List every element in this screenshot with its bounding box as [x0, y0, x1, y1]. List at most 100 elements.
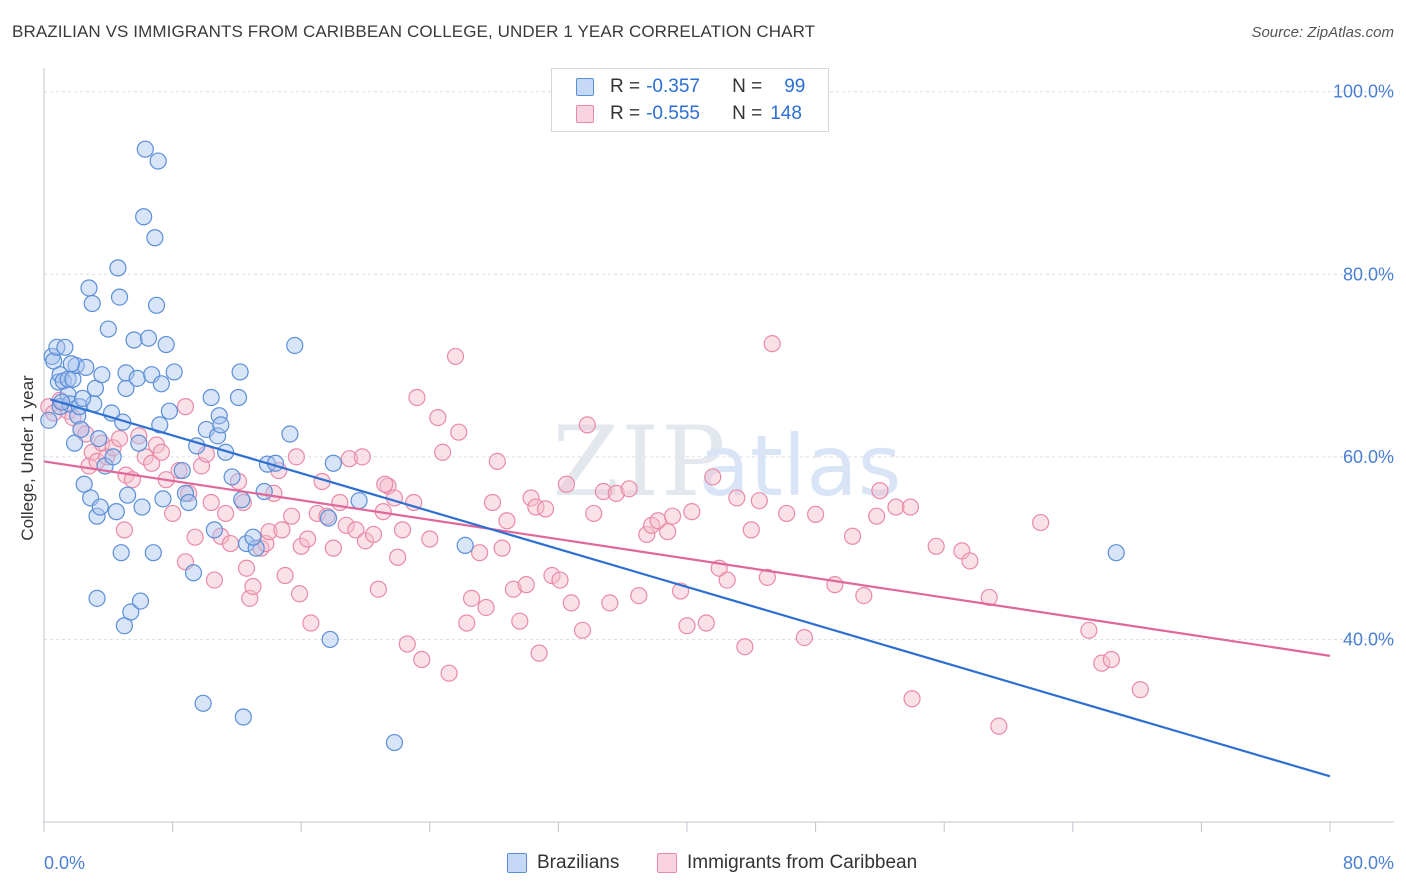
brazilian-point: [125, 331, 143, 349]
legend-n-value: 99: [784, 76, 806, 97]
x-tick-label-max: 80.0%: [1343, 853, 1394, 873]
brazilian-point: [223, 468, 241, 486]
brazilian-point: [88, 507, 106, 525]
caribbean-point: [143, 454, 161, 472]
brazilian-point: [136, 140, 154, 158]
caribbean-point: [364, 525, 383, 544]
caribbean-point: [104, 439, 122, 457]
caribbean-point: [234, 493, 252, 512]
caribbean-point: [324, 539, 342, 557]
caribbean-point: [758, 568, 776, 586]
brazilian-point: [286, 336, 304, 355]
brazilian-point: [135, 208, 153, 226]
caribbean-point: [164, 504, 182, 523]
legend-n-label: N =: [732, 76, 763, 97]
caribbean-point: [855, 587, 873, 605]
caribbean-point: [704, 468, 722, 486]
caribbean-point: [517, 576, 535, 594]
caribbean-point: [663, 507, 682, 525]
caribbean-point: [750, 492, 768, 510]
brazilian-point: [165, 363, 183, 381]
caribbean-point: [421, 530, 439, 548]
caribbean-point: [276, 566, 294, 585]
watermark: ZIP: [552, 406, 727, 518]
caribbean-point: [585, 504, 603, 523]
brazilian-point: [109, 259, 127, 277]
caribbean-point: [522, 489, 540, 507]
brazilian-point: [99, 320, 117, 338]
legend-r-label: R =: [610, 76, 641, 97]
brazilian-point: [93, 366, 111, 384]
brazilian-point: [83, 294, 101, 313]
y-tick-label: 80.0%: [1343, 264, 1394, 284]
legend-swatch-blue: [576, 78, 594, 96]
caribbean-point: [488, 452, 506, 471]
caribbean-point: [393, 521, 412, 539]
caribbean-point: [302, 614, 320, 632]
caribbean-point: [620, 480, 638, 498]
brazilian-point: [88, 589, 106, 607]
caribbean-point: [990, 717, 1008, 735]
brazilian-point: [176, 484, 195, 502]
legend-r-label: R =: [610, 103, 641, 124]
caribbean-point: [778, 504, 796, 523]
brazilian-point: [151, 416, 169, 434]
y-tick-label: 60.0%: [1343, 447, 1394, 467]
caribbean-point: [221, 534, 240, 553]
chart-title: BRAZILIAN VS IMMIGRANTS FROM CARIBBEAN C…: [12, 22, 816, 41]
brazilian-point: [231, 363, 249, 381]
caribbean-point: [638, 525, 656, 544]
caribbean-point: [458, 614, 476, 632]
legend-swatch-pink: [657, 853, 677, 873]
brazilian-point: [91, 498, 109, 516]
brazilian-point: [324, 454, 342, 472]
caribbean-point: [77, 425, 95, 443]
brazilian-point: [233, 491, 251, 509]
caribbean-point: [806, 505, 825, 523]
brazilian-point: [128, 369, 146, 387]
caribbean-point: [887, 498, 905, 516]
caribbean-point: [471, 544, 489, 562]
legend-item-brazilians: Brazilians: [507, 852, 619, 874]
caribbean-point: [1131, 681, 1149, 699]
brazilian-point: [255, 482, 273, 501]
caribbean-point: [260, 523, 278, 541]
brazilian-point: [131, 592, 150, 610]
brazilian-point: [281, 425, 299, 443]
caribbean-point: [728, 489, 746, 507]
brazilian-point: [152, 375, 170, 393]
legend-n-label: N =: [732, 103, 763, 124]
caribbean-point: [493, 539, 511, 557]
brazilian-point: [154, 490, 172, 508]
brazilian-point: [90, 429, 108, 448]
legend-n-value: 148: [770, 103, 802, 124]
caribbean-point: [697, 614, 715, 632]
caribbean-point: [659, 523, 677, 541]
caribbean-point: [573, 621, 592, 639]
caribbean-point: [1102, 650, 1120, 669]
brazilian-point: [350, 492, 368, 510]
caribbean-point: [152, 443, 170, 461]
caribbean-point: [462, 589, 481, 607]
brazilian-point: [146, 229, 164, 247]
legend-label-caribbean: Immigrants from Caribbean: [687, 852, 918, 873]
caribbean-point: [440, 664, 458, 682]
chart-source: Source: ZipAtlas.com: [1251, 24, 1394, 41]
caribbean-point: [736, 638, 754, 656]
legend-r-value: -0.357: [646, 76, 700, 97]
caribbean-point: [389, 548, 407, 566]
caribbean-point: [186, 528, 204, 546]
caribbean-point: [434, 443, 452, 461]
legend-swatch-pink: [576, 105, 594, 123]
brazilian-point: [321, 630, 339, 649]
caribbean-point: [130, 427, 148, 445]
legend-item-caribbean: Immigrants from Caribbean: [657, 852, 917, 874]
brazilian-point: [212, 416, 230, 434]
caribbean-point: [601, 594, 619, 612]
brazilian-point: [80, 279, 98, 297]
caribbean-point: [202, 493, 220, 512]
caribbean-point: [1080, 621, 1098, 639]
legend-r-value: -0.555: [646, 103, 700, 124]
caribbean-point: [536, 500, 555, 518]
caribbean-point: [115, 521, 133, 539]
